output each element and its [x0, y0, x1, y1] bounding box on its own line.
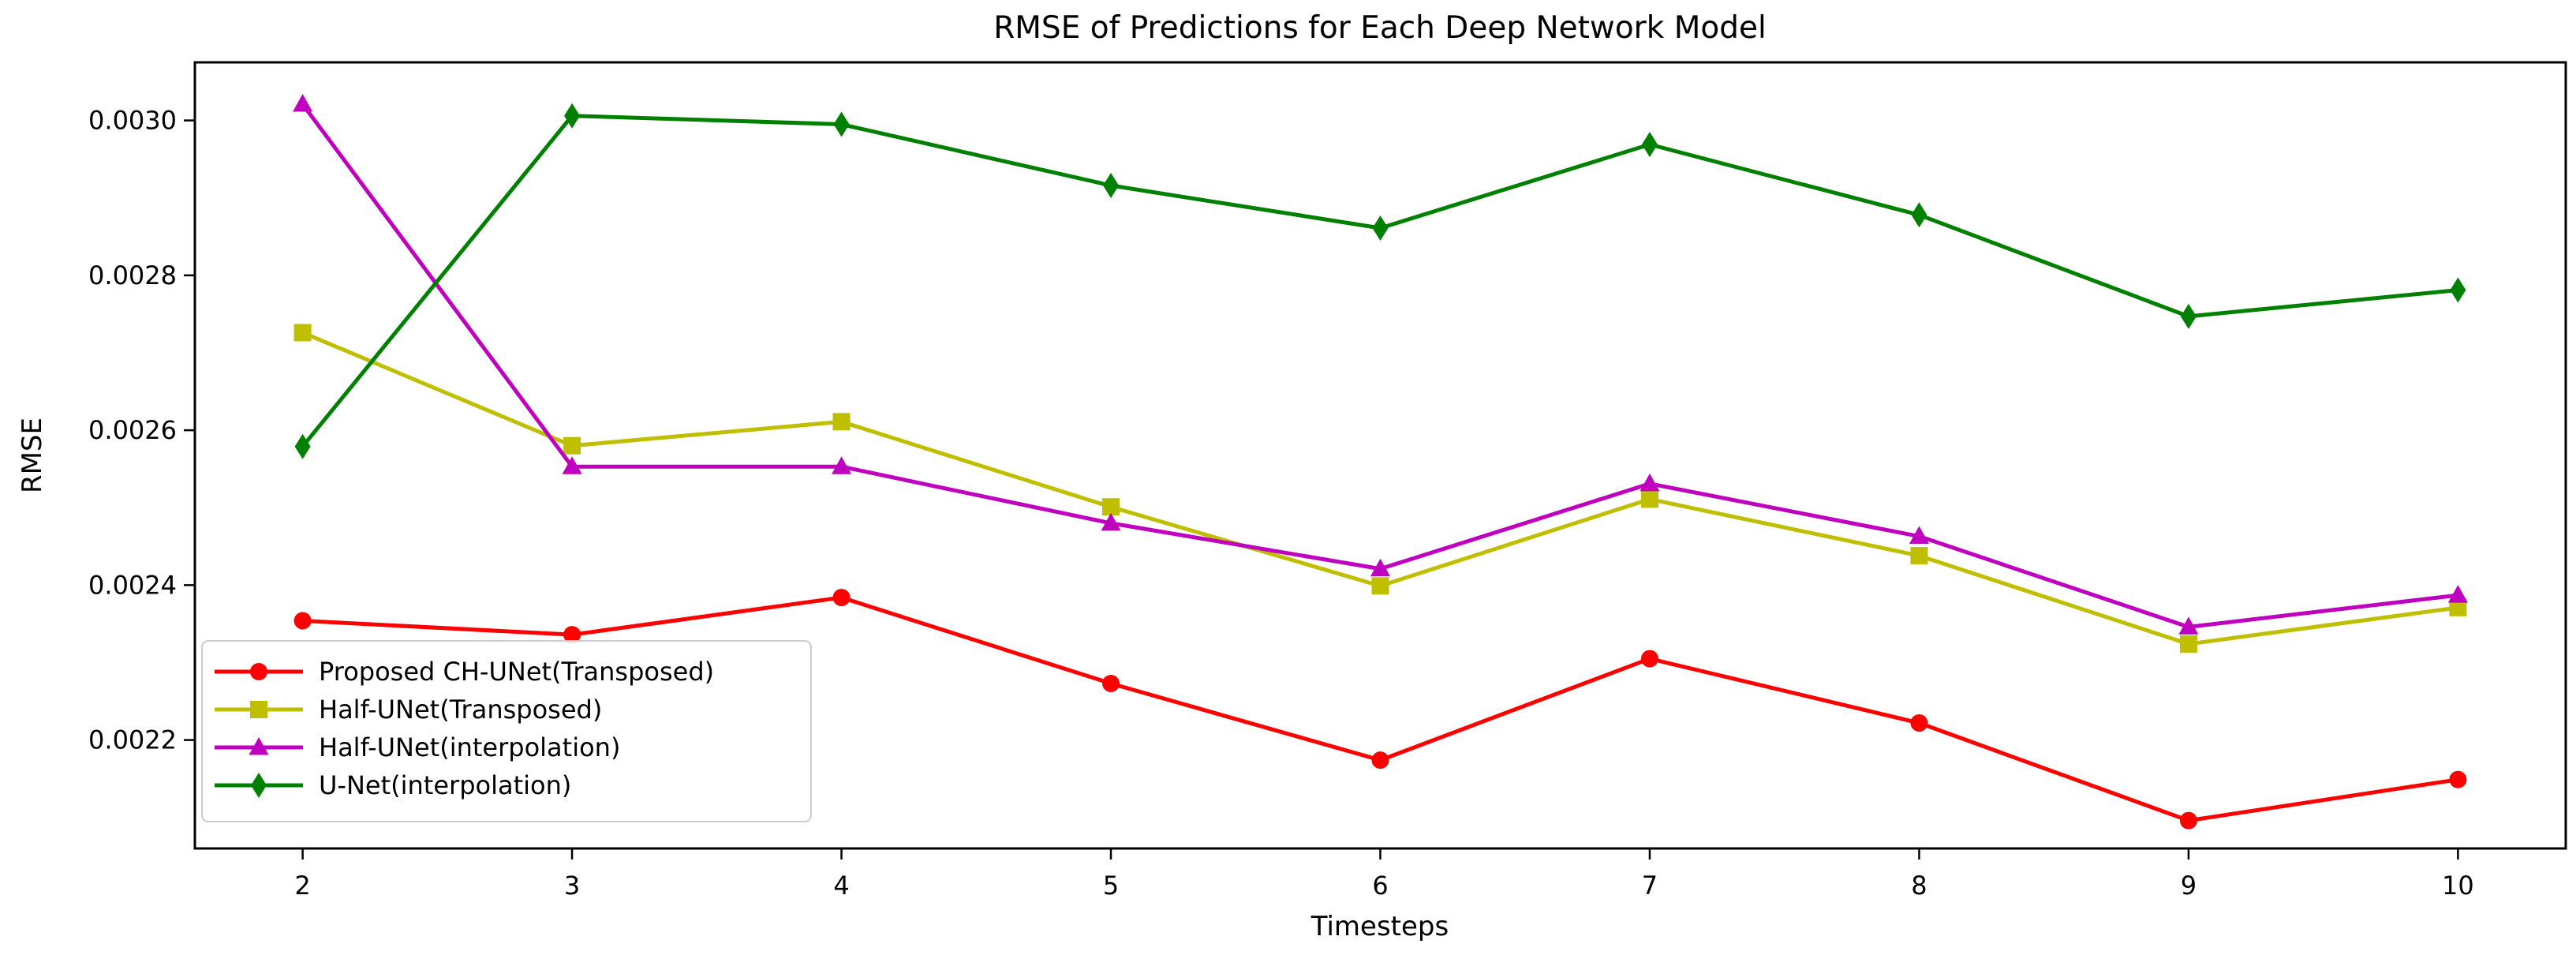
data-point-marker: [1370, 558, 1390, 577]
data-point-marker: [1639, 473, 1660, 492]
data-point-marker: [1102, 674, 1120, 692]
legend-item-2: Half-UNet(interpolation): [215, 732, 620, 762]
data-point-marker: [250, 663, 267, 680]
data-point-marker: [293, 612, 312, 630]
series-2: [293, 93, 2468, 635]
series-line-2: [301, 102, 2460, 629]
data-point-marker: [2447, 585, 2468, 603]
y-tick-label: 0.0030: [88, 106, 177, 136]
data-point-marker: [1103, 173, 1120, 199]
data-point-marker: [2449, 598, 2467, 616]
data-point-marker: [1372, 215, 1389, 241]
data-point-marker: [250, 701, 267, 718]
data-point-marker: [2450, 277, 2466, 303]
data-point-marker: [1641, 132, 1658, 158]
data-point-marker: [1640, 490, 1658, 508]
chart-title: RMSE of Predictions for Each Deep Networ…: [993, 10, 1767, 46]
data-point-marker: [2179, 635, 2197, 653]
series-line-1: [301, 330, 2460, 646]
data-point-marker: [562, 456, 582, 474]
y-tick-label: 0.0022: [88, 725, 177, 755]
data-point-marker: [1910, 547, 1928, 565]
x-tick-label: 9: [2181, 871, 2197, 901]
data-point-marker: [832, 589, 851, 607]
data-point-marker: [294, 433, 311, 459]
data-point-marker: [1102, 498, 1120, 516]
data-point-marker: [293, 93, 313, 112]
series-line-3: [301, 114, 2460, 449]
legend-item-1: Half-UNet(Transposed): [215, 695, 602, 725]
legend-item-0: Proposed CH-UNet(Transposed): [215, 657, 714, 687]
data-point-marker: [833, 111, 850, 137]
data-point-marker: [1101, 512, 1121, 531]
data-point-marker: [1910, 714, 1928, 732]
y-axis-label: RMSE: [17, 418, 48, 493]
legend-item-label: Proposed CH-UNet(Transposed): [319, 657, 714, 687]
data-point-marker: [1640, 650, 1658, 668]
x-tick-label: 5: [1103, 871, 1119, 901]
x-tick-label: 6: [1372, 871, 1388, 901]
series-3: [294, 103, 2466, 459]
x-tick-label: 4: [833, 871, 849, 901]
legend-item-3: U-Net(interpolation): [215, 770, 571, 800]
data-point-marker: [1371, 577, 1389, 595]
y-axis-ticks: 0.0022 0.0024 0.0026 0.0028 0.0030: [88, 106, 195, 755]
data-point-marker: [2180, 303, 2197, 329]
data-point-marker: [2178, 616, 2199, 635]
x-tick-label: 3: [564, 871, 580, 901]
legend-item-label: U-Net(interpolation): [319, 770, 571, 800]
x-axis-ticks: 2 3 4 5 6 7 8 9 10: [294, 848, 2474, 901]
x-tick-label: 2: [294, 871, 310, 901]
legend-item-label: Half-UNet(interpolation): [319, 732, 620, 762]
series-group: [293, 93, 2468, 830]
data-point-marker: [563, 626, 581, 644]
legend-box: [201, 640, 812, 822]
data-point-marker: [1911, 202, 1927, 228]
data-point-marker: [564, 103, 581, 129]
data-point-marker: [249, 737, 269, 755]
data-point-marker: [2179, 811, 2197, 830]
data-point-marker: [2449, 770, 2467, 788]
data-point-marker: [251, 773, 267, 798]
series-0: [293, 589, 2467, 830]
series-1: [293, 324, 2467, 653]
y-tick-label: 0.0028: [88, 260, 177, 290]
data-point-marker: [293, 324, 312, 342]
data-point-marker: [1371, 751, 1389, 770]
y-tick-label: 0.0024: [88, 570, 177, 600]
x-tick-label: 7: [1642, 871, 1658, 901]
legend: Proposed CH-UNet(Transposed) Half-UNet(Tr…: [201, 640, 812, 822]
data-point-marker: [832, 413, 851, 431]
data-point-marker: [832, 456, 852, 474]
data-point-marker: [563, 436, 581, 455]
data-point-marker: [1909, 526, 1929, 545]
x-tick-label: 8: [1911, 871, 1927, 901]
legend-item-label: Half-UNet(Transposed): [319, 695, 602, 725]
x-axis-label: Timesteps: [1310, 911, 1449, 942]
y-tick-label: 0.0026: [88, 415, 177, 445]
x-tick-label: 10: [2442, 871, 2474, 901]
